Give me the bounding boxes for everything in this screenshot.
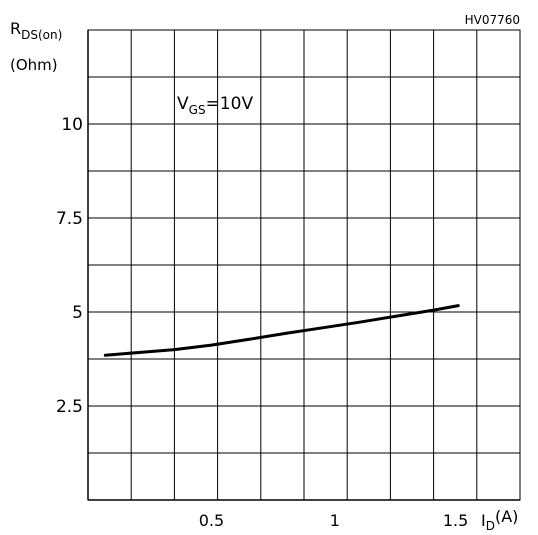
x-axis-label-main: I [481, 511, 486, 530]
annotation-main: V [177, 94, 189, 114]
y-tick-label: 7.5 [56, 209, 83, 229]
series-group [103, 304, 460, 357]
x-tick-label: 0.5 [199, 511, 224, 530]
y-tick-label: 2.5 [56, 397, 83, 417]
x-axis-label: ID(A) [481, 507, 518, 531]
annotation-sub: GS [189, 103, 206, 117]
x-axis-label-sub: D [486, 519, 495, 531]
y-axis-label-main: R [10, 19, 21, 38]
y-axis-label: RDS(on) [10, 19, 62, 42]
x-tick-label: 1.5 [443, 511, 468, 530]
chart-code: HV07760 [465, 13, 520, 27]
y-tick-label: 10 [61, 115, 83, 135]
tick-labels: 2.5 5 7.5 10 0.5 1 1.5 [56, 115, 468, 530]
series-line [103, 304, 460, 357]
y-axis-unit: (Ohm) [10, 56, 58, 74]
y-axis-label-sub: DS(on) [21, 28, 62, 42]
x-axis-label-unit: (A) [495, 507, 518, 526]
annotation-vgs: VGS=10V [177, 94, 253, 117]
annotation-rest: =10V [206, 94, 254, 114]
y-tick-label: 5 [72, 303, 83, 323]
plot-frame [87, 29, 521, 501]
x-tick-label: 1 [330, 511, 340, 530]
grid [88, 30, 520, 500]
